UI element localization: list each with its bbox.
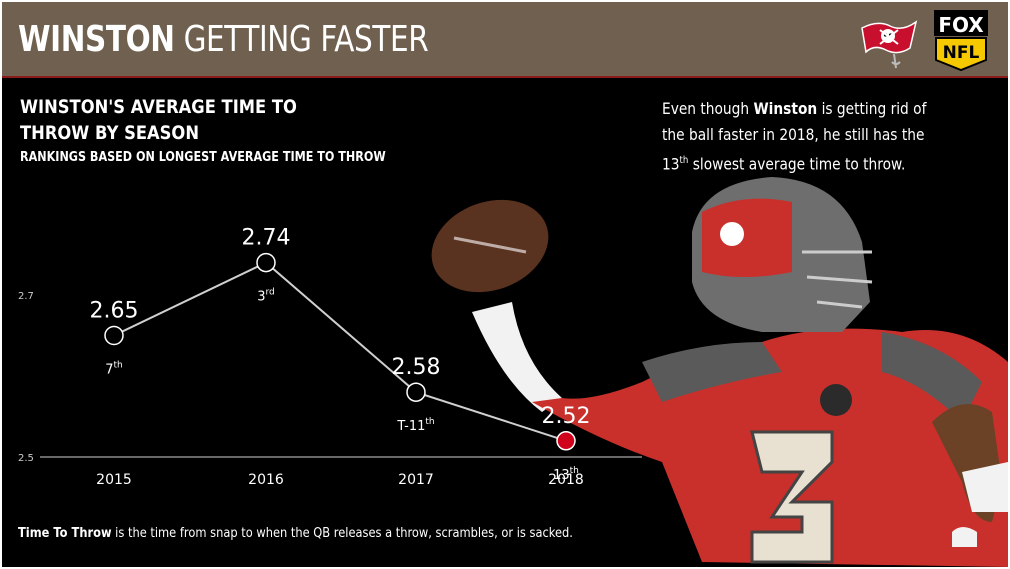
title-bold: WINSTON: [18, 19, 175, 60]
header-bar: WINSTON GETTING FASTER FOX NFL: [2, 2, 1008, 78]
buccaneers-flag-logo: [861, 20, 918, 69]
y-tick-label: 2.7: [18, 291, 34, 302]
rank-label: 13th: [553, 466, 579, 483]
data-point: [104, 325, 124, 346]
data-value-label: 2.65: [90, 299, 139, 324]
fox-nfl-logo: FOX NFL: [934, 10, 988, 72]
footer-term: Time To Throw: [18, 526, 112, 541]
note-text-middle: is getting rid of the ball faster in 201…: [662, 99, 927, 144]
note-text-before: Even though: [662, 99, 754, 118]
data-point: [556, 431, 576, 451]
rank-label: 3rd: [257, 288, 275, 305]
rank-label: 7th: [105, 361, 123, 378]
x-tick-label: 2015: [96, 472, 132, 488]
chart-subtitle: RANKINGS BASED ON LONGEST AVERAGE TIME T…: [20, 150, 386, 165]
chart-title: WINSTON'S AVERAGE TIME TO THROW BY SEASO…: [20, 96, 297, 144]
rank-label: T-11th: [396, 417, 434, 434]
y-tick-label: 2.5: [18, 453, 34, 464]
note-rank-suffix: th: [679, 155, 689, 166]
note-name: Winston: [753, 99, 818, 118]
x-tick-label: 2018: [548, 472, 584, 488]
nfl-logo-text: NFL: [943, 43, 980, 63]
x-tick-label: 2017: [398, 472, 434, 488]
data-value-label: 2.52: [542, 404, 591, 429]
data-value-label: 2.74: [242, 226, 291, 251]
title-rest: GETTING FASTER: [183, 19, 429, 60]
note-rank: 13: [662, 154, 680, 174]
fox-logo-text: FOX: [938, 13, 984, 37]
annotation-note: Even though Winston is getting rid of th…: [662, 96, 946, 177]
note-text-after: slowest average time to throw.: [688, 154, 906, 174]
footer-definition: Time To Throw is the time from snap to w…: [18, 526, 573, 541]
series-line: [113, 261, 567, 442]
page-title: WINSTON GETTING FASTER: [18, 19, 429, 60]
data-point: [406, 382, 426, 402]
footer-text: is the time from snap to when the QB rel…: [111, 526, 573, 541]
data-point: [256, 252, 276, 273]
x-tick-label: 2016: [248, 472, 284, 488]
data-value-label: 2.58: [392, 355, 441, 380]
